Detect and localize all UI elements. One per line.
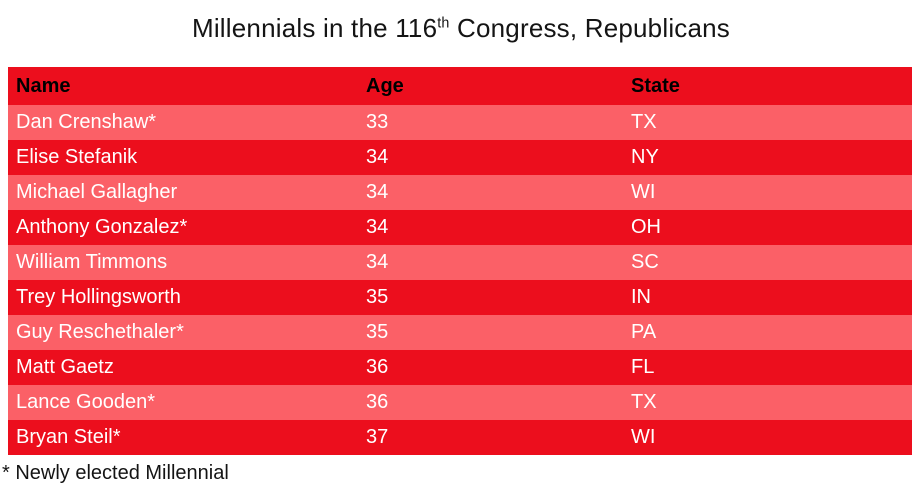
column-header-state: State bbox=[631, 74, 680, 97]
cell-age: 34 bbox=[366, 146, 389, 168]
cell-age: 34 bbox=[366, 216, 389, 238]
table-row: Dan Crenshaw* 33 TX bbox=[8, 105, 912, 140]
cell-state: OH bbox=[631, 216, 661, 238]
cell-age: 35 bbox=[366, 286, 389, 308]
table-body: Dan Crenshaw* 33 TX Elise Stefanik 34 NY… bbox=[8, 105, 912, 455]
title-suffix: Congress, Republicans bbox=[449, 13, 731, 43]
table-row: Matt Gaetz 36 FL bbox=[8, 350, 912, 385]
cell-name: Dan Crenshaw* bbox=[16, 111, 157, 133]
cell-state: PA bbox=[631, 321, 657, 343]
cell-name: Bryan Steil* bbox=[16, 426, 121, 448]
cell-age: 34 bbox=[366, 251, 389, 273]
table-row: Michael Gallagher 34 WI bbox=[8, 175, 912, 210]
cell-state: WI bbox=[631, 426, 656, 448]
cell-state: TX bbox=[631, 111, 657, 133]
table-row: Guy Reschethaler* 35 PA bbox=[8, 315, 912, 350]
table-footnote: * Newly elected Millennial bbox=[2, 462, 229, 484]
cell-age: 35 bbox=[366, 321, 389, 343]
cell-name: Michael Gallagher bbox=[16, 181, 178, 203]
table-row: Bryan Steil* 37 WI bbox=[8, 420, 912, 455]
table-row: Trey Hollingsworth 35 IN bbox=[8, 280, 912, 315]
column-header-name: Name bbox=[16, 74, 71, 97]
cell-name: Elise Stefanik bbox=[16, 146, 138, 168]
column-header-age: Age bbox=[366, 74, 404, 97]
cell-name: Trey Hollingsworth bbox=[16, 286, 181, 308]
cell-age: 34 bbox=[366, 181, 389, 203]
title-prefix: Millennials in the 116 bbox=[191, 13, 438, 43]
cell-state: SC bbox=[631, 251, 659, 273]
cell-age: 36 bbox=[366, 391, 389, 413]
cell-state: TX bbox=[631, 391, 657, 413]
table-row: Anthony Gonzalez* 34 OH bbox=[8, 210, 912, 245]
cell-name: Guy Reschethaler* bbox=[16, 321, 184, 343]
cell-state: FL bbox=[631, 356, 655, 378]
cell-age: 33 bbox=[366, 111, 389, 133]
cell-state: NY bbox=[631, 146, 659, 168]
cell-state: IN bbox=[631, 286, 651, 308]
table-row: Elise Stefanik 34 NY bbox=[8, 140, 912, 175]
table-header-row: Name Age State bbox=[8, 67, 912, 105]
cell-name: William Timmons bbox=[16, 251, 168, 273]
cell-age: 36 bbox=[366, 356, 389, 378]
cell-name: Anthony Gonzalez* bbox=[16, 216, 188, 238]
table-row: William Timmons 34 SC bbox=[8, 245, 912, 280]
cell-name: Matt Gaetz bbox=[16, 356, 114, 378]
title-superscript: th bbox=[437, 15, 450, 32]
millennials-table: Name Age State Dan Crenshaw* 33 TX Elise… bbox=[8, 67, 912, 455]
cell-age: 37 bbox=[366, 426, 389, 448]
cell-name: Lance Gooden* bbox=[16, 391, 156, 413]
page-title: Millennials in the 116th Congress, Repub… bbox=[0, 0, 922, 44]
cell-state: WI bbox=[631, 181, 656, 203]
table-row: Lance Gooden* 36 TX bbox=[8, 385, 912, 420]
